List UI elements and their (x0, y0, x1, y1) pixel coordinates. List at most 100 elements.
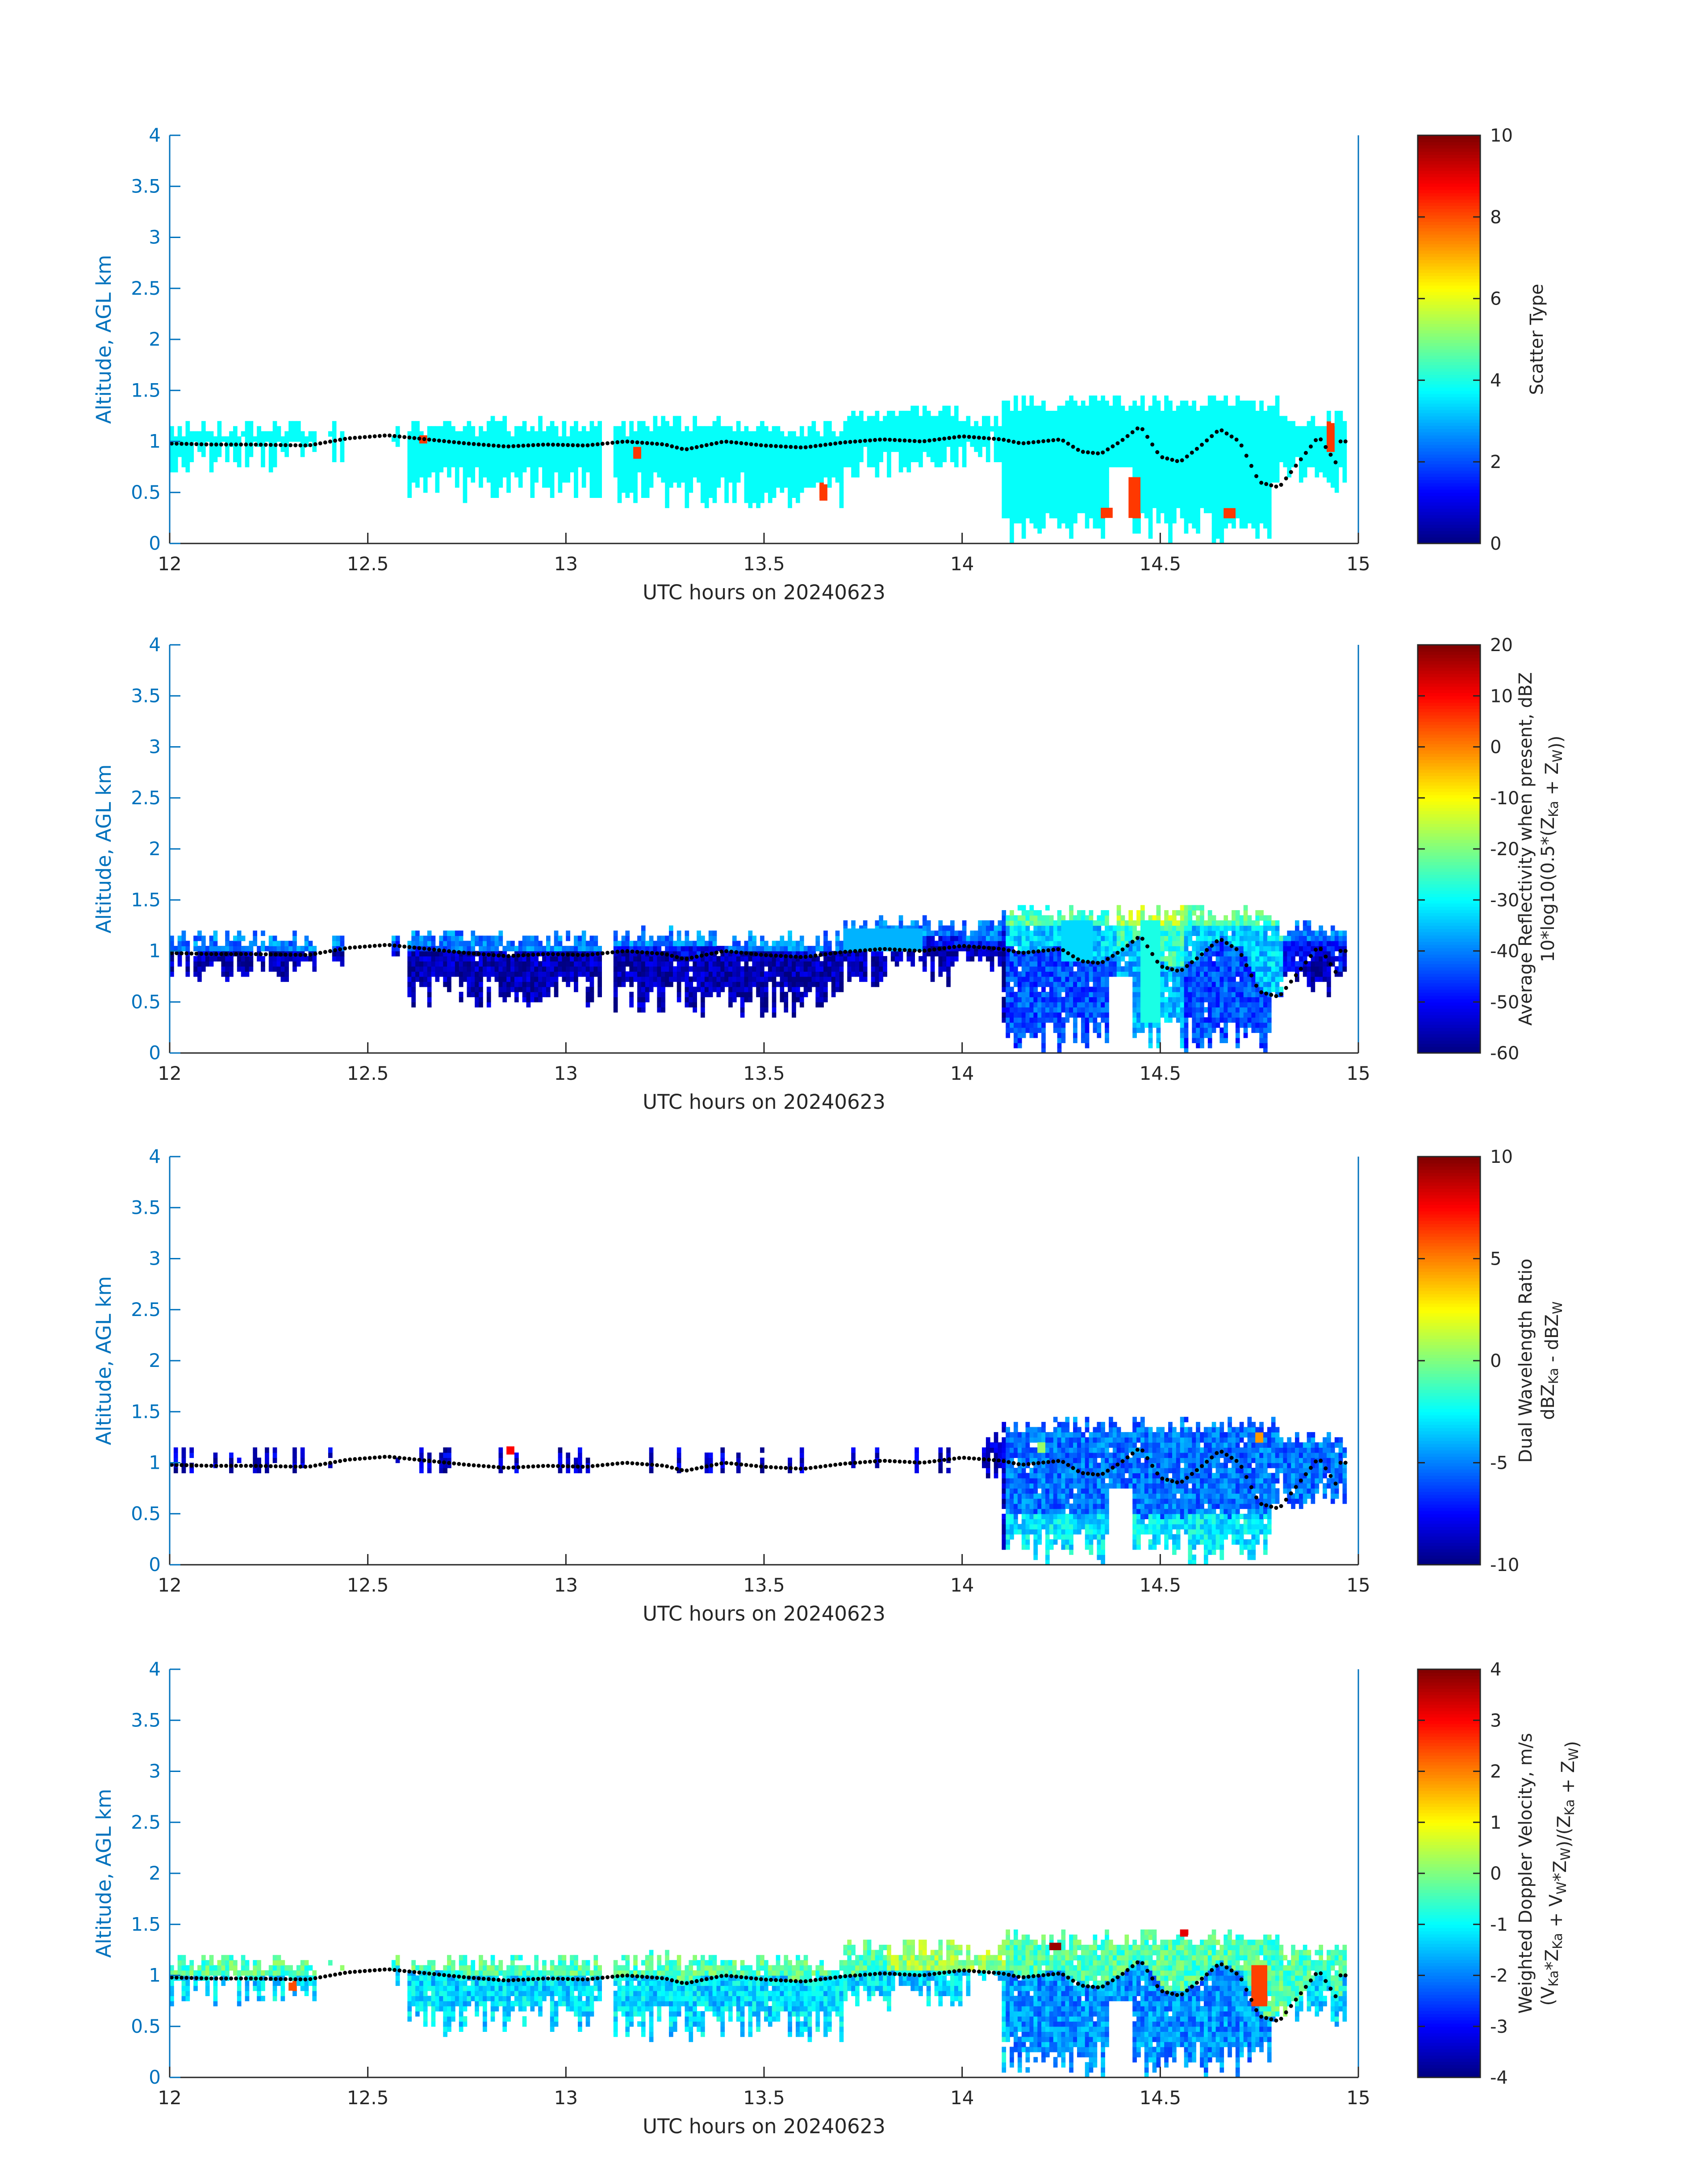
heatmap-cell (689, 451, 693, 457)
heatmap-cell (494, 956, 499, 962)
heatmap-cell (292, 966, 297, 972)
heatmap-cell (1267, 523, 1272, 529)
heatmap-cell (1093, 405, 1098, 411)
heatmap-cell (661, 936, 665, 941)
heatmap-cell (752, 451, 757, 457)
heatmap-cell (633, 956, 638, 962)
heatmap-cell (1037, 451, 1042, 457)
heatmap-cell (1089, 395, 1094, 401)
heatmap-cell (665, 976, 669, 982)
heatmap-cell (1041, 518, 1046, 524)
heatmap-cell (526, 451, 531, 457)
cloud-base-point (457, 440, 461, 445)
heatmap-cell (272, 940, 277, 946)
cloud-base-point (838, 441, 843, 445)
heatmap-cell (708, 477, 713, 483)
heatmap-cell (471, 986, 476, 992)
heatmap-cell (1037, 431, 1042, 437)
heatmap-cell (411, 467, 416, 472)
heatmap-cell (1160, 487, 1165, 493)
heatmap-cell (490, 961, 495, 967)
heatmap-cell (851, 456, 856, 462)
heatmap-cell (435, 431, 440, 437)
heatmap-cell (796, 436, 800, 442)
heatmap-cell (510, 940, 515, 946)
heatmap-cell (1065, 492, 1070, 498)
cloud-base-point (467, 441, 471, 446)
heatmap-cell (1307, 462, 1311, 468)
heatmap-cell (958, 431, 963, 437)
heatmap-cell (498, 940, 503, 946)
heatmap-cell (744, 482, 749, 488)
heatmap-cell (1105, 426, 1109, 432)
heatmap-cell (1029, 431, 1034, 437)
heatmap-cell (633, 436, 638, 442)
heatmap-cell (1239, 405, 1244, 411)
heatmap-cell (776, 472, 781, 478)
heatmap-cell (407, 982, 412, 987)
heatmap-cell (415, 426, 420, 432)
heatmap-cell (641, 986, 646, 992)
heatmap-cell (502, 966, 507, 972)
heatmap-cell (209, 467, 214, 472)
heatmap-cell (1239, 482, 1244, 488)
heatmap-cell (597, 946, 602, 952)
heatmap-cell (1263, 416, 1268, 422)
heatmap-cell (455, 462, 459, 468)
heatmap-cell (1053, 436, 1058, 442)
heatmap-cell (685, 497, 689, 503)
heatmap-cell (538, 436, 543, 442)
heatmap-cell (1053, 497, 1058, 503)
heatmap-cell (807, 446, 812, 452)
heatmap-cell (423, 446, 428, 452)
heatmap-cell (1180, 487, 1185, 493)
heatmap-cell (1085, 416, 1090, 422)
heatmap-cell (1295, 426, 1299, 432)
heatmap-cell (245, 421, 250, 426)
heatmap-cell (550, 421, 555, 426)
heatmap-cell (720, 436, 725, 442)
heatmap-cell (645, 436, 650, 442)
heatmap-cell (1184, 487, 1189, 493)
heatmap-cell (649, 436, 654, 442)
heatmap-cell (415, 441, 420, 447)
heatmap-cell (740, 467, 745, 472)
heatmap-cell (1152, 497, 1157, 503)
heatmap-cell (451, 936, 455, 941)
heatmap-cell (597, 961, 602, 967)
heatmap-cell (1255, 436, 1260, 442)
colorbar-band (1418, 476, 1480, 481)
heatmap-cell (986, 451, 990, 457)
heatmap-cell (522, 976, 527, 982)
heatmap-cell (776, 482, 781, 488)
heatmap-cell (1207, 451, 1212, 457)
heatmap-cell (1196, 492, 1200, 498)
heatmap-cell (443, 961, 447, 967)
heatmap-cell (538, 431, 543, 437)
heatmap-cell (292, 936, 297, 941)
heatmap-cell (1144, 451, 1149, 457)
heatmap-cell (1065, 401, 1070, 406)
heatmap-cell (685, 426, 689, 432)
heatmap-cell (332, 456, 337, 462)
heatmap-cell (479, 982, 483, 987)
colorbar-band (1418, 298, 1480, 302)
heatmap-cell (1342, 436, 1347, 442)
heatmap-cell (209, 451, 214, 457)
heatmap-cell (463, 467, 468, 472)
heatmap-cell (1093, 436, 1098, 442)
cloud-base-point (209, 442, 213, 447)
colorbar-band (1418, 310, 1480, 314)
heatmap-cell (1097, 477, 1102, 483)
heatmap-cell (447, 961, 451, 967)
heatmap-cell (1327, 467, 1331, 472)
heatmap-cell (498, 426, 503, 432)
heatmap-cell (574, 492, 578, 498)
heatmap-cell (185, 940, 190, 946)
heatmap-cell (1203, 492, 1208, 498)
heatmap-cell (898, 446, 903, 452)
heatmap-cell (546, 956, 551, 962)
heatmap-cell (597, 477, 602, 483)
heatmap-cell (613, 982, 618, 987)
heatmap-cell (1148, 421, 1153, 426)
